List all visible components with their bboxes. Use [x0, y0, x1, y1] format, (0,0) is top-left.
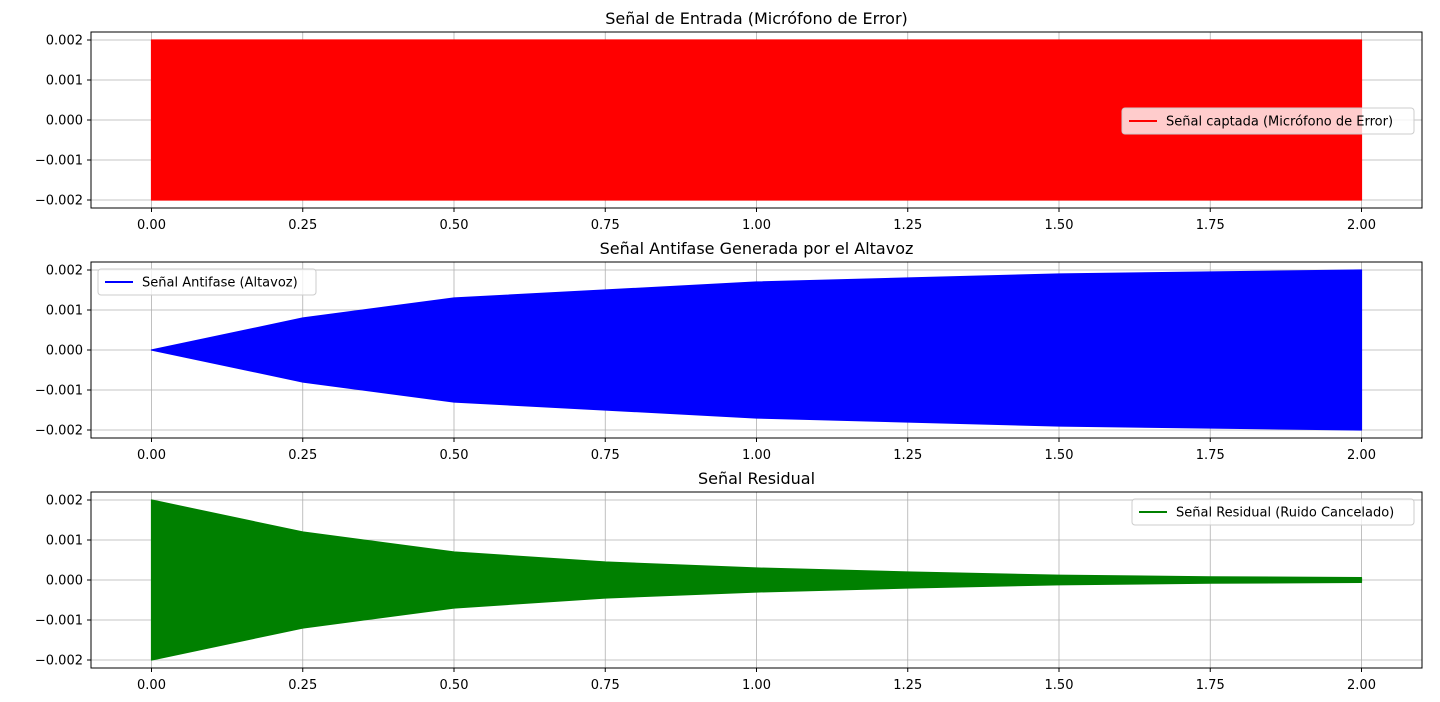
y-tick-label: 0.001 — [46, 304, 83, 319]
y-tick-label: −0.001 — [35, 614, 83, 629]
x-tick-label: 0.50 — [440, 678, 469, 693]
x-tick-label: 0.50 — [440, 218, 469, 233]
chart-title: Señal de Entrada (Micrófono de Error) — [605, 9, 908, 28]
x-tick-label: 0.00 — [137, 218, 166, 233]
y-tick-label: 0.001 — [46, 74, 83, 89]
legend: Señal captada (Micrófono de Error) — [1121, 107, 1415, 135]
subplot-1: 0.00 0.25 0.50 0.75 1.00 1.25 1.50 1.75 2.00 −0.0… — [35, 9, 1423, 233]
series-1-signal — [150, 499, 1363, 661]
x-tick-label: 0.00 — [137, 678, 166, 693]
legend-box — [1121, 107, 1415, 135]
x-tick-label: 2.00 — [1347, 448, 1376, 463]
x-tick-label: 1.25 — [893, 678, 922, 693]
chart-title: Señal Residual — [698, 469, 815, 488]
legend-label: Señal Residual (Ruido Cancelado) — [1176, 506, 1394, 521]
x-tick-label: 2.00 — [1347, 218, 1376, 233]
y-tick-label: 0.002 — [46, 264, 83, 279]
x-tick-label: 1.25 — [893, 448, 922, 463]
subplot-2: 0.00 0.25 0.50 0.75 1.00 1.25 1.50 1.75 2.00 −0.0… — [35, 239, 1423, 463]
x-tick-label: 0.75 — [591, 218, 620, 233]
x-tick-label: 1.75 — [1196, 678, 1225, 693]
x-tick-label: 0.25 — [288, 218, 317, 233]
x-tick-label: 0.25 — [288, 678, 317, 693]
y-tick-label: 0.002 — [46, 34, 83, 49]
legend-box — [97, 268, 317, 296]
x-tick-label: 1.50 — [1045, 218, 1074, 233]
legend: Señal Residual (Ruido Cancelado) — [1131, 498, 1415, 526]
x-tick-label: 2.00 — [1347, 678, 1376, 693]
chart-title: Señal Antifase Generada por el Altavoz — [600, 239, 914, 258]
legend-box — [1131, 498, 1415, 526]
y-tick-label: −0.002 — [35, 654, 83, 669]
x-tick-label: 1.50 — [1045, 448, 1074, 463]
y-tick-label: 0.000 — [46, 574, 83, 589]
y-tick-label: 0.000 — [46, 114, 83, 129]
x-tick-label: 1.25 — [893, 218, 922, 233]
x-tick-label: 1.75 — [1196, 218, 1225, 233]
legend-label: Señal captada (Micrófono de Error) — [1166, 115, 1393, 130]
x-tick-label: 1.50 — [1045, 678, 1074, 693]
legend: Señal Antifase (Altavoz) — [97, 268, 317, 296]
x-tick-label: 1.00 — [742, 218, 771, 233]
y-tick-label: −0.002 — [35, 424, 83, 439]
y-tick-label: −0.001 — [35, 384, 83, 399]
x-tick-label: 1.00 — [742, 678, 771, 693]
y-tick-label: −0.001 — [35, 154, 83, 169]
subplot-3: 0.00 0.25 0.50 0.75 1.00 1.25 1.50 1.75 2.00 −0.0… — [35, 469, 1423, 693]
x-tick-label: 0.75 — [591, 678, 620, 693]
y-tick-label: 0.000 — [46, 344, 83, 359]
y-tick-label: 0.001 — [46, 534, 83, 549]
series-1-signal — [150, 269, 1363, 431]
y-tick-label: 0.002 — [46, 494, 83, 509]
legend-label: Señal Antifase (Altavoz) — [142, 276, 298, 291]
x-tick-label: 0.25 — [288, 448, 317, 463]
y-tick-label: −0.002 — [35, 194, 83, 209]
series-1-signal — [150, 39, 1363, 201]
x-tick-label: 0.50 — [440, 448, 469, 463]
x-tick-label: 1.75 — [1196, 448, 1225, 463]
x-tick-label: 0.75 — [591, 448, 620, 463]
x-tick-label: 1.00 — [742, 448, 771, 463]
x-tick-label: 0.00 — [137, 448, 166, 463]
